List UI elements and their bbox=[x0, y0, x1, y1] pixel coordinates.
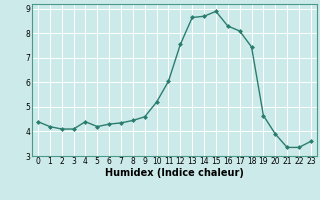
X-axis label: Humidex (Indice chaleur): Humidex (Indice chaleur) bbox=[105, 168, 244, 178]
